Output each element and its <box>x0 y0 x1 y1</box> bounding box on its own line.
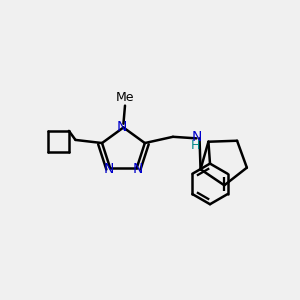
Text: N: N <box>192 130 202 144</box>
Text: Me: Me <box>116 91 134 104</box>
Text: N: N <box>103 163 114 176</box>
Text: N: N <box>133 163 143 176</box>
Text: N: N <box>117 120 127 134</box>
Text: H: H <box>190 139 200 152</box>
